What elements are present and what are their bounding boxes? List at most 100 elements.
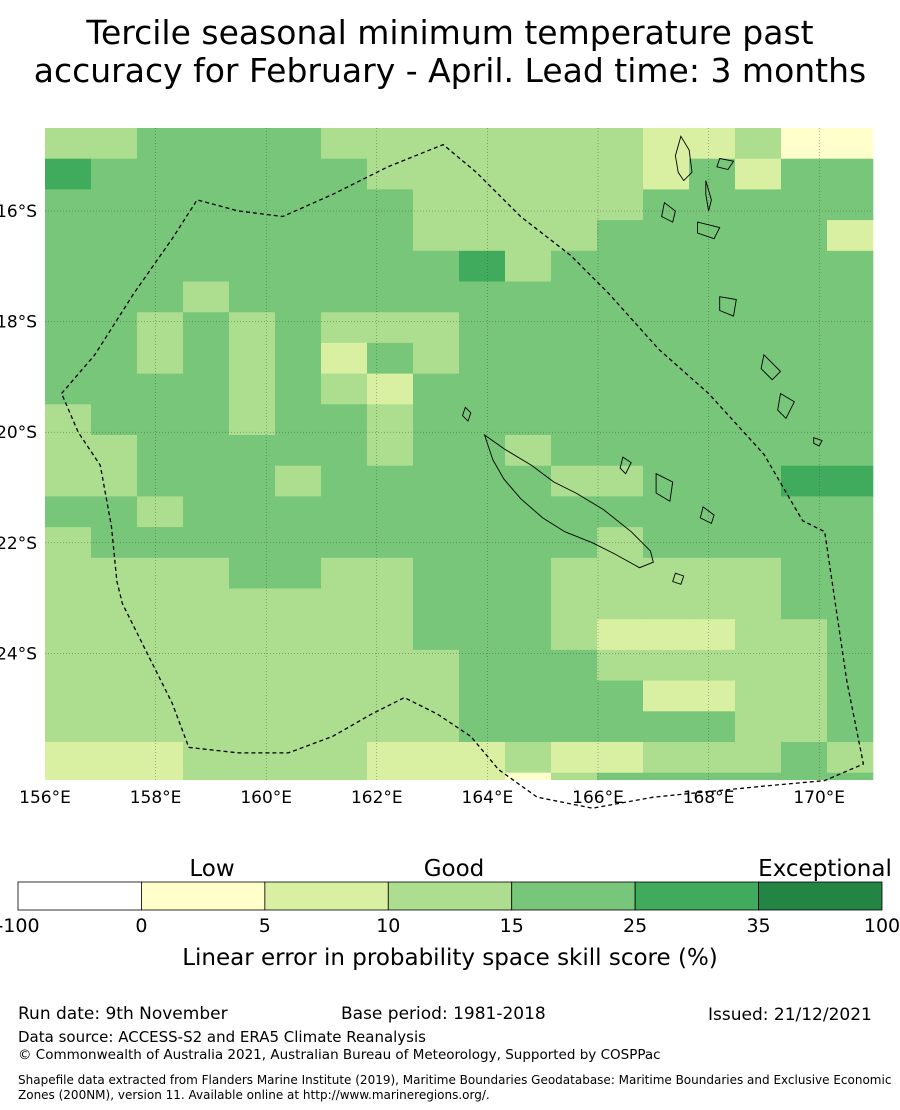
- skill-cell: [827, 281, 874, 313]
- skill-cell: [827, 742, 874, 774]
- skill-cell: [91, 742, 138, 774]
- skill-grid: [45, 128, 874, 780]
- skill-cell: [827, 649, 874, 682]
- skill-cell: [229, 680, 276, 712]
- skill-cell: [689, 250, 736, 282]
- skill-cell: [735, 619, 782, 651]
- skill-cell: [643, 619, 690, 651]
- colorbar-segment: [387, 881, 513, 911]
- skill-cell: [183, 680, 230, 712]
- skill-cell: [45, 342, 92, 375]
- skill-cell: [459, 496, 506, 528]
- skill-cell: [735, 250, 782, 282]
- skill-cell: [91, 772, 138, 780]
- island-outline: [661, 201, 676, 223]
- skill-cell: [735, 404, 782, 436]
- skill-cell: [91, 250, 138, 282]
- skill-cell: [781, 465, 828, 497]
- skill-cell: [413, 465, 460, 497]
- skill-cell: [597, 711, 644, 743]
- skill-cell: [643, 649, 690, 682]
- longitude-label: 162°E: [351, 788, 403, 808]
- skill-cell: [137, 158, 184, 190]
- skill-cell: [137, 220, 184, 252]
- skill-cell: [275, 557, 322, 589]
- skill-cell: [229, 189, 276, 221]
- skill-cell: [367, 220, 414, 252]
- skill-cell: [367, 772, 414, 780]
- skill-cell: [505, 588, 552, 620]
- skill-cell: [551, 342, 598, 375]
- skill-cell: [505, 742, 552, 774]
- skill-cell: [413, 680, 460, 712]
- skill-cell: [597, 772, 644, 780]
- skill-cell: [183, 281, 230, 313]
- island-outline: [697, 221, 721, 240]
- skill-cell: [505, 465, 552, 497]
- skill-cell: [781, 619, 828, 651]
- skill-cell: [321, 557, 368, 589]
- colorbar-segment: [758, 881, 883, 911]
- skill-cell: [91, 465, 138, 497]
- skill-cell: [45, 711, 92, 743]
- skill-cell: [505, 281, 552, 313]
- skill-cell: [597, 557, 644, 589]
- skill-cell: [781, 557, 828, 589]
- skill-cell: [827, 404, 874, 436]
- skill-cell: [827, 158, 874, 190]
- skill-cell: [229, 373, 276, 405]
- skill-cell: [229, 312, 276, 344]
- skill-cell: [413, 527, 460, 559]
- skill-cell: [275, 465, 322, 497]
- skill-cell: [643, 189, 690, 221]
- skill-cell: [781, 742, 828, 774]
- skill-cell: [551, 557, 598, 589]
- skill-cell: [275, 680, 322, 712]
- issued-date: Issued: 21/12/2021: [708, 1005, 872, 1025]
- island-outline: [483, 433, 654, 569]
- skill-cell: [459, 772, 506, 780]
- colorbar-segment: [264, 881, 389, 911]
- skill-cell: [781, 220, 828, 252]
- skill-cell: [643, 742, 690, 774]
- skill-cell: [551, 711, 598, 743]
- skill-cell: [183, 435, 230, 467]
- skill-cell: [275, 404, 322, 436]
- island-outline: [672, 572, 685, 585]
- colorbar-tick-label: 100: [864, 915, 900, 937]
- skill-cell: [229, 772, 276, 780]
- skill-cell: [137, 742, 184, 774]
- skill-cell: [183, 742, 230, 774]
- skill-cell: [321, 742, 368, 774]
- skill-cell: [505, 496, 552, 528]
- skill-cell: [781, 189, 828, 221]
- skill-cell: [459, 742, 506, 774]
- skill-cell: [91, 220, 138, 252]
- skill-cell: [229, 404, 276, 436]
- skill-cell: [137, 557, 184, 589]
- skill-cell: [275, 250, 322, 282]
- skill-cell: [91, 619, 138, 651]
- skill-cell: [91, 711, 138, 743]
- skill-cell: [689, 220, 736, 252]
- skill-cell: [459, 158, 506, 190]
- skill-cell: [275, 128, 322, 160]
- skill-cell: [413, 496, 460, 528]
- skill-cell: [597, 649, 644, 682]
- longitude-label: 160°E: [240, 788, 292, 808]
- skill-cell: [183, 312, 230, 344]
- skill-cell: [321, 312, 368, 344]
- skill-cell: [689, 189, 736, 221]
- shapefile-credit-line-1: Shapefile data extracted from Flanders M…: [18, 1073, 892, 1087]
- skill-cell: [551, 742, 598, 774]
- skill-cell: [689, 342, 736, 375]
- skill-cell: [137, 465, 184, 497]
- skill-cell: [91, 128, 138, 160]
- skill-cell: [321, 588, 368, 620]
- skill-cell: [183, 465, 230, 497]
- skill-cell: [137, 711, 184, 743]
- skill-cell: [827, 465, 874, 497]
- skill-cell: [367, 158, 414, 190]
- longitude-label: 158°E: [130, 788, 182, 808]
- skill-cell: [597, 312, 644, 344]
